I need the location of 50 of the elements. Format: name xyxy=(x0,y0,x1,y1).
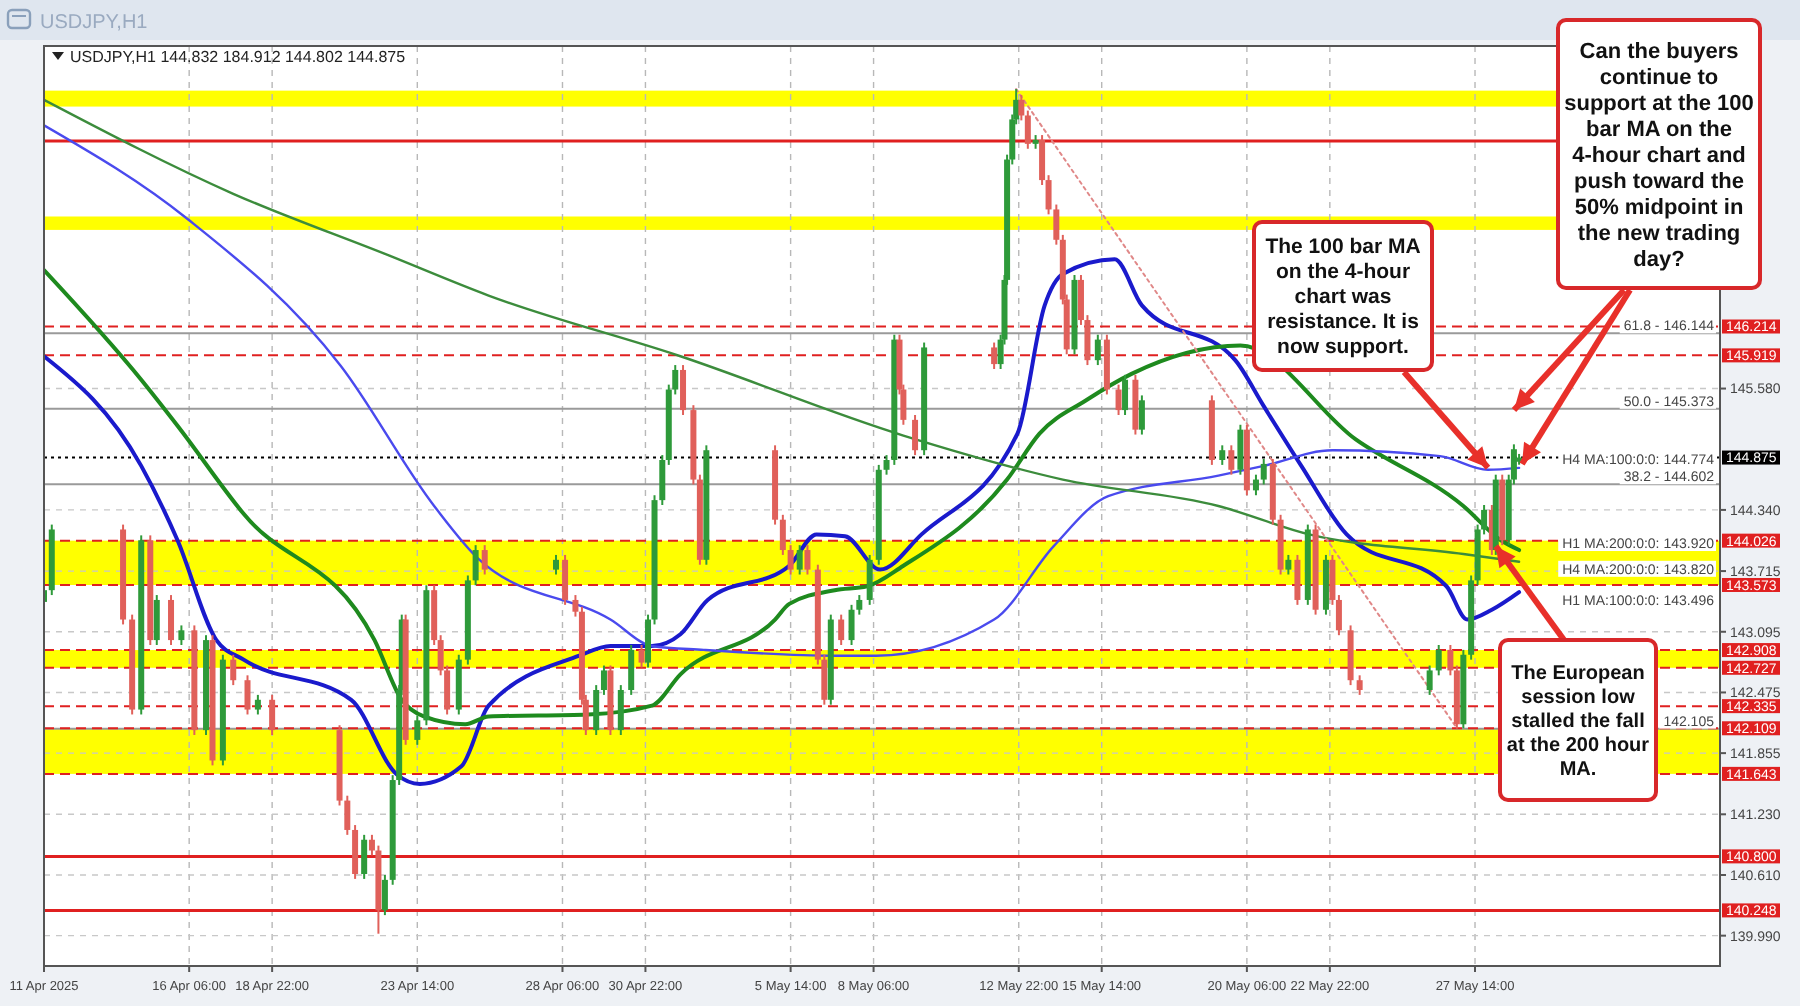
candlestick xyxy=(779,513,786,556)
candlestick xyxy=(1138,394,1145,436)
chart-title: USDJPY,H1 xyxy=(40,12,149,34)
candlestick xyxy=(1252,473,1259,497)
candlestick xyxy=(593,684,600,737)
text: Can the buyers continue to support at the 100 bar MA on the 4-hour chart and push toward the 50% midpoint in the new trading day? xyxy=(1564,39,1754,272)
candlestick xyxy=(553,553,559,576)
candlestick xyxy=(866,553,873,606)
candlestick xyxy=(153,594,160,646)
annotation: The 100 bar MA on the 4-hour chart was resistance. It is now support. xyxy=(1265,235,1422,360)
candlestick xyxy=(628,643,635,696)
candlestick xyxy=(1219,444,1226,466)
candlestick xyxy=(361,833,368,880)
candlestick xyxy=(617,684,624,737)
candlestick xyxy=(381,873,388,917)
candlestick xyxy=(254,693,261,716)
candlestick xyxy=(269,693,276,737)
candlestick xyxy=(1285,553,1292,576)
line-series xyxy=(44,98,1521,563)
candlestick xyxy=(1237,423,1244,476)
candlestick xyxy=(1260,458,1267,486)
candlestick xyxy=(244,674,251,716)
candlestick xyxy=(787,544,794,576)
candlestick xyxy=(178,624,185,646)
candlestick xyxy=(472,544,479,587)
annotation: The European session low stalled the fall at the 200 hour MA. xyxy=(1506,663,1650,781)
candlestick xyxy=(230,653,237,687)
candlestick xyxy=(352,824,359,880)
candlestick xyxy=(1294,553,1301,606)
chart-subtitle: USDJPY,H1 144.832 184.912 144.802 144.875 xyxy=(70,48,407,66)
candlestick xyxy=(1094,333,1101,367)
candlestick xyxy=(848,603,855,646)
candlestick xyxy=(168,594,175,646)
candlestick xyxy=(1356,674,1363,696)
candlestick xyxy=(1426,664,1433,696)
candlestick xyxy=(562,553,569,606)
candlestick xyxy=(796,544,803,576)
candlestick xyxy=(1435,643,1442,677)
candlestick xyxy=(481,544,488,576)
candlestick xyxy=(991,341,998,370)
candlestick xyxy=(1115,383,1122,416)
candlestick xyxy=(638,643,645,669)
candlestick xyxy=(912,413,919,457)
candlestick xyxy=(1228,444,1235,476)
candlestick xyxy=(680,364,687,416)
candlestick xyxy=(600,664,607,696)
candlestick xyxy=(414,714,421,746)
candlestick xyxy=(1122,373,1129,416)
candlestick xyxy=(838,613,845,646)
candlestick xyxy=(804,544,811,576)
